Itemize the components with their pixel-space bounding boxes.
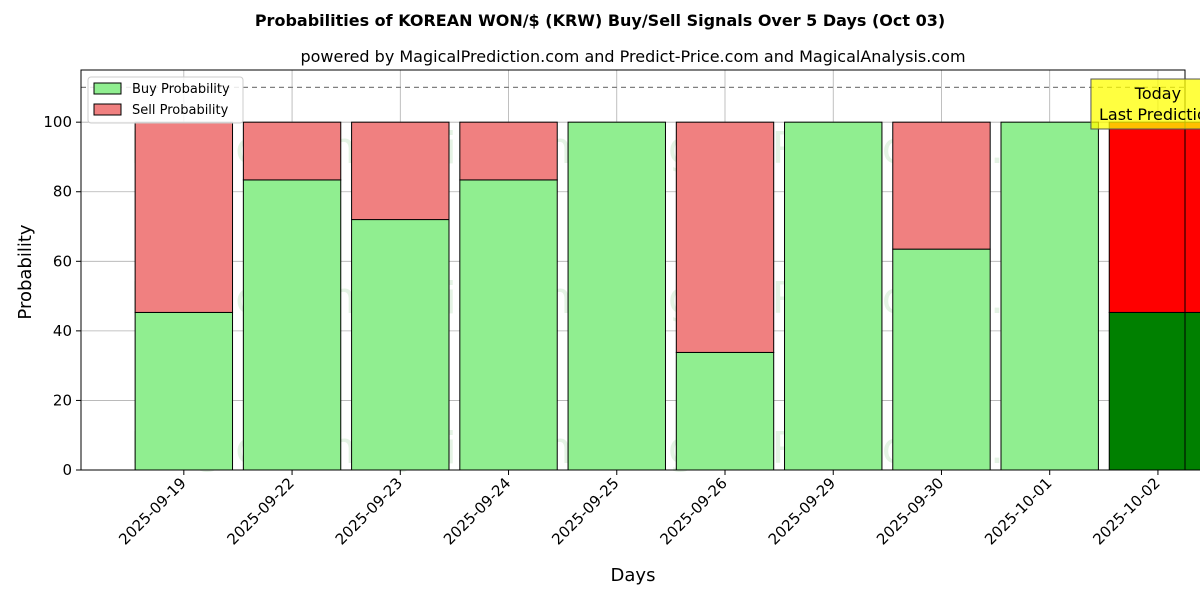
chart-subtitle: powered by MagicalPrediction.com and Pre… — [300, 47, 965, 66]
buy-bar — [1000, 121, 1099, 471]
legend-swatch — [93, 103, 122, 116]
today-annotation: Today Last Prediction — [1090, 78, 1200, 130]
y-tick-label: 0 — [62, 461, 72, 479]
y-tick-label: 80 — [53, 183, 72, 201]
chart-title: Probabilities of KOREAN WON/$ (KRW) Buy/… — [255, 11, 945, 30]
buy-bar — [567, 121, 666, 471]
buy-bar — [784, 121, 883, 471]
sell-bar — [675, 121, 775, 353]
legend-swatch — [93, 82, 122, 95]
y-tick-label: 20 — [53, 391, 72, 409]
sell-bar — [351, 121, 450, 221]
y-axis-ticks: 0 20 40 60 80 100 — [43, 113, 81, 479]
sell-bar — [892, 121, 991, 250]
legend-label: Sell Probability — [132, 103, 229, 118]
buy-bar — [1108, 311, 1200, 471]
legend-box — [87, 76, 244, 124]
buy-bar — [351, 219, 450, 471]
buy-bar — [459, 179, 558, 471]
bars — [134, 121, 1200, 471]
y-tick-label: 60 — [53, 252, 72, 270]
buy-bar — [892, 248, 991, 471]
plot-frame — [80, 69, 1186, 471]
legend: Buy Probability Sell Probability — [87, 76, 244, 124]
sell-bar — [134, 121, 234, 313]
buy-bar — [675, 351, 775, 471]
buy-bar — [242, 179, 342, 471]
annotation-line: Last Prediction — [1099, 105, 1200, 124]
y-axis-label: Probability — [15, 224, 36, 319]
annotation-line: Today — [1134, 84, 1181, 103]
y-tick-label: 40 — [53, 322, 72, 340]
sell-bar — [242, 121, 342, 181]
sell-bar — [1108, 121, 1200, 313]
annotation-box — [1090, 78, 1200, 130]
x-axis-label: Days — [611, 565, 656, 586]
buy-bar — [134, 311, 234, 471]
legend-label: Buy Probability — [132, 82, 230, 97]
sell-bar — [459, 121, 558, 181]
y-tick-label: 100 — [43, 113, 72, 131]
